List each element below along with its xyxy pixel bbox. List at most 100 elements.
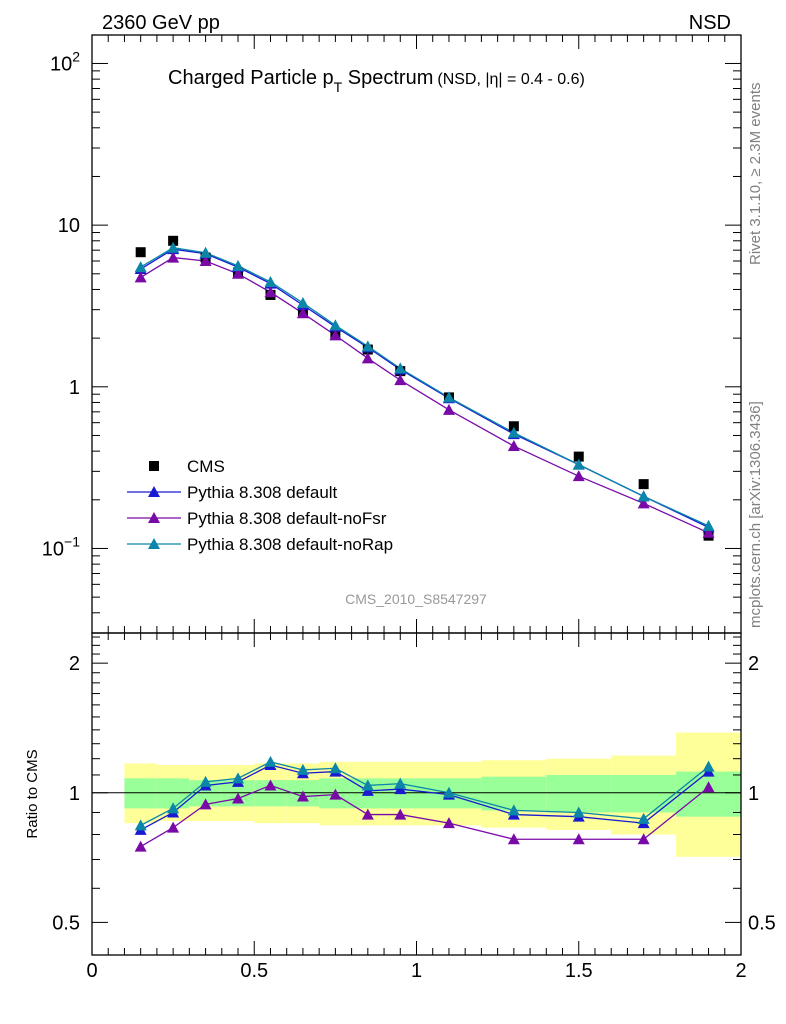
ratio-panel [134, 755, 715, 852]
ratio-point-noRap [394, 777, 407, 789]
data-point-noRap [296, 296, 309, 308]
ratio-y-tick-label-left: 2 [69, 653, 80, 675]
data-point-noRap [394, 362, 407, 374]
data-point-noFsr [296, 307, 309, 319]
legend-marker-noFsr [148, 512, 160, 523]
ratio-y-tick-label-right: 0.5 [748, 912, 776, 934]
legend-marker-cms [149, 461, 159, 471]
ratio-point-noFsr [232, 792, 245, 804]
data-point-noRap [232, 259, 245, 271]
axes: 0 0.5 1 1.5 2 10−1 1 10 102 0.5 0.5 1 1 2 2 [42, 34, 776, 982]
ratio-point-noRap [361, 779, 374, 791]
data-point-cms [573, 451, 584, 462]
ratio-point-noRap [702, 760, 715, 772]
ratio-point-noRap [296, 763, 309, 775]
data-point-noFsr [199, 255, 212, 267]
mcplots-label: mcplots.cern.ch [arXiv:1306.3436] [747, 401, 764, 628]
ratio-point-noFsr [394, 808, 407, 820]
ratio-y-tick-label-right: 1 [748, 783, 759, 805]
ratio-point-noRap [507, 804, 520, 816]
ratio-point-noRap [264, 755, 277, 767]
ratio-line-default [140, 764, 709, 831]
ratio-point-noFsr [296, 790, 309, 802]
ratio-point-noRap [329, 762, 342, 774]
band-inner-segment [611, 774, 677, 813]
data-point-noRap [329, 319, 342, 331]
ratio-point-noFsr [507, 833, 520, 845]
data-point-noFsr [329, 329, 342, 341]
beam-label: 2360 GeV pp [102, 12, 220, 34]
legend-label-cms: CMS [187, 457, 225, 476]
legend-marker-default [148, 486, 160, 497]
data-point-cms [638, 479, 649, 490]
band-inner-segment [124, 778, 157, 809]
series-line-noFsr [140, 256, 709, 534]
y-tick-label: 10 [58, 215, 80, 237]
y-tick-label: 10−1 [42, 533, 80, 560]
y-tick-label: 102 [50, 48, 80, 75]
data-point-noRap [264, 275, 277, 287]
x-tick-label: 1 [411, 960, 422, 982]
data-point-noRap [199, 246, 212, 258]
rivet-version-label: Rivet 3.1.10, ≥ 2.3M events [747, 83, 764, 266]
data-point-cms [135, 247, 146, 258]
data-point-noRap [134, 261, 147, 273]
ratio-point-noFsr [264, 779, 277, 791]
data-point-noRap [572, 458, 585, 470]
data-point-noFsr [394, 374, 407, 386]
ratio-point-noRap [167, 802, 180, 814]
band-inner-segment [676, 771, 741, 817]
x-tick-label: 2 [735, 960, 746, 982]
data-point-noFsr [264, 286, 277, 298]
ratio-line-noFsr [140, 784, 709, 848]
ratio-point-noFsr [167, 821, 180, 833]
ratio-point-noRap [572, 806, 585, 818]
data-point-noFsr [167, 251, 180, 263]
x-tick-label: 0 [86, 960, 97, 982]
data-point-noRap [702, 519, 715, 531]
ratio-point-noRap [134, 819, 147, 831]
data-point-cms [508, 421, 519, 432]
legend-label-noFsr: Pythia 8.308 default-noFsr [187, 509, 387, 528]
data-point-noFsr [507, 440, 520, 452]
ratio-y-tick-label-left: 0.5 [52, 912, 80, 934]
main-panel [134, 235, 715, 541]
data-point-noRap [637, 490, 650, 502]
analysis-label: CMS_2010_S8547297 [345, 591, 487, 607]
data-point-noFsr [572, 470, 585, 482]
ratio-point-noFsr [702, 781, 715, 793]
legend-marker-noRap [148, 538, 160, 549]
ratio-point-noRap [232, 772, 245, 784]
process-label: NSD [689, 12, 731, 34]
data-point-noRap [442, 391, 455, 403]
ratio-y-tick-label-left: 1 [69, 783, 80, 805]
ratio-point-noRap [442, 786, 455, 798]
ratio-line-noRap [140, 761, 709, 826]
data-point-noFsr [361, 352, 374, 364]
data-point-noFsr [134, 271, 147, 283]
data-point-noFsr [637, 497, 650, 509]
y-tick-label: 1 [69, 377, 80, 399]
ratio-point-noFsr [134, 840, 147, 852]
chart-title: Charged Particle pT Spectrum (NSD, |η| = … [168, 67, 585, 95]
legend-label-noRap: Pythia 8.308 default-noRap [187, 535, 393, 554]
x-tick-label: 0.5 [240, 960, 268, 982]
band-inner-segment [546, 774, 612, 813]
ratio-point-noFsr [572, 833, 585, 845]
ratio-point-noFsr [329, 788, 342, 800]
series-line-noRap [140, 247, 709, 527]
data-point-noRap [507, 426, 520, 438]
data-point-noFsr [232, 267, 245, 279]
data-point-noRap [167, 241, 180, 253]
data-point-noFsr [442, 403, 455, 415]
legend: CMS Pythia 8.308 default Pythia 8.308 defa… [127, 457, 393, 554]
x-tick-label: 1.5 [565, 960, 593, 982]
data-point-noFsr [702, 526, 715, 538]
ratio-point-noFsr [442, 817, 455, 829]
ratio-point-noFsr [637, 833, 650, 845]
ratio-y-axis-label: Ratio to CMS [24, 749, 41, 838]
data-point-cms [168, 235, 179, 246]
legend-label-default: Pythia 8.308 default [187, 483, 338, 502]
data-point-noRap [361, 340, 374, 352]
